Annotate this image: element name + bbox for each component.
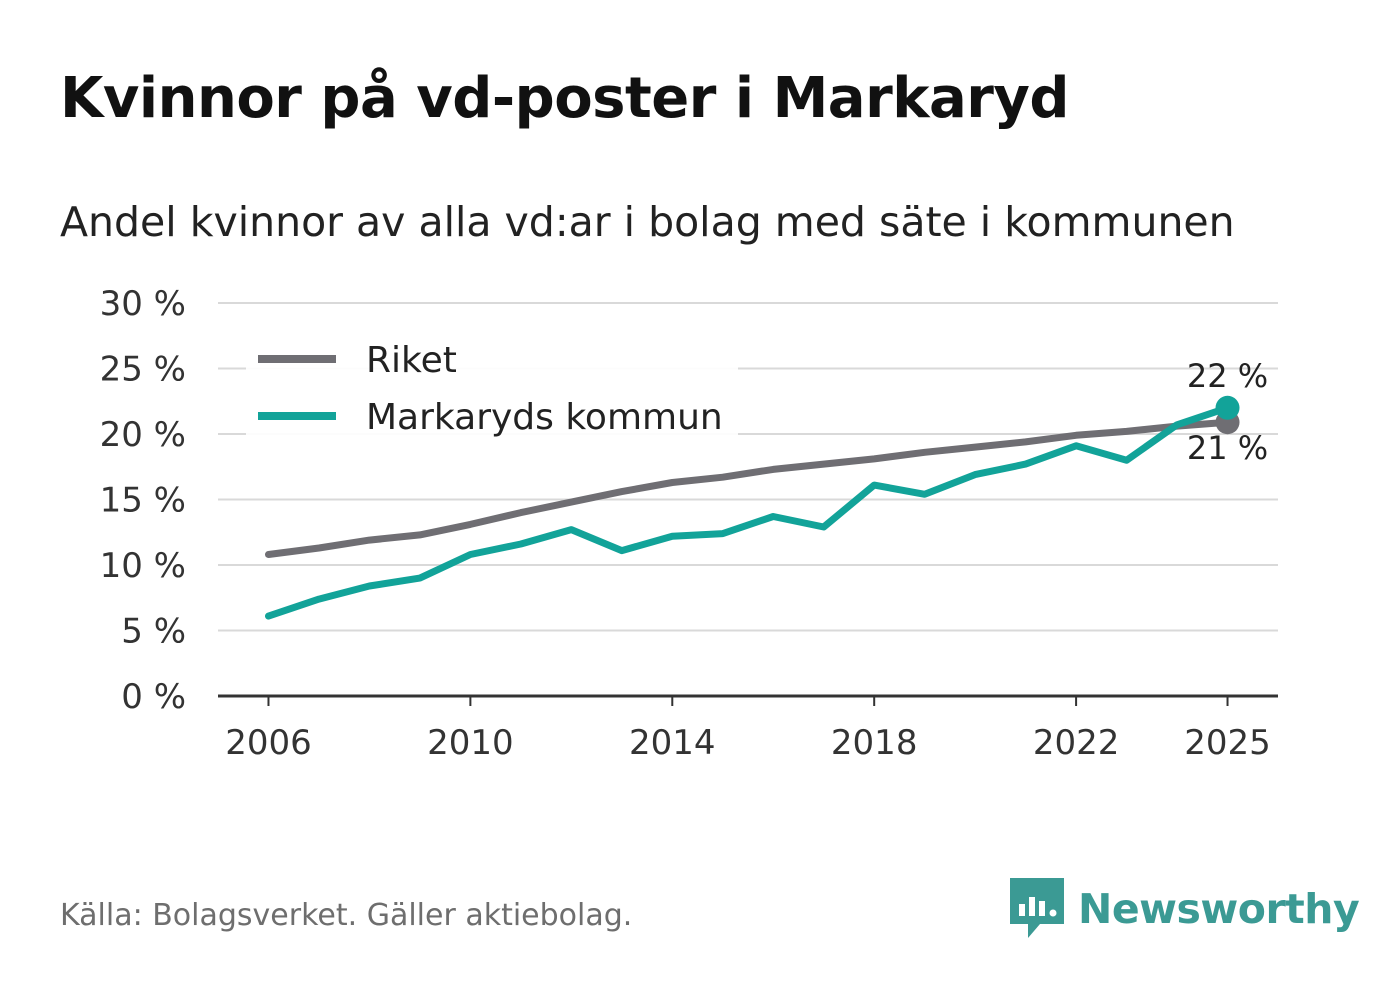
x-tick-label: 2006 <box>225 723 312 763</box>
x-tick-label: 2022 <box>1033 723 1120 763</box>
legend-label-1: Markaryds kommun <box>366 397 723 438</box>
end-markers: 21 % 22 % <box>1187 357 1268 467</box>
y-tick-label: 10 % <box>100 546 186 586</box>
y-tick-label: 15 % <box>100 481 186 521</box>
chart-subtitle: Andel kvinnor av alla vd:ar i bolag med … <box>60 198 1235 246</box>
chart-title: Kvinnor på vd-poster i Markaryd <box>60 66 1069 131</box>
y-tick-label: 20 % <box>100 415 186 455</box>
source-note: Källa: Bolagsverket. Gäller aktiebolag. <box>60 898 633 933</box>
end-value-label-1: 22 % <box>1187 357 1268 395</box>
y-tick-label: 0 % <box>121 677 186 717</box>
y-tick-label: 5 % <box>121 612 186 652</box>
x-tick-label: 2014 <box>629 723 716 763</box>
x-tick-label: 2010 <box>427 723 514 763</box>
series-line-1 <box>265 404 1231 620</box>
legend-label-0: Riket <box>366 340 457 381</box>
line-chart: 0 %5 %10 %15 %20 %25 %30 % 2006 2010 2014 2… <box>100 284 1278 763</box>
y-tick-label: 30 % <box>100 284 186 324</box>
series-lines <box>265 404 1231 620</box>
legend: Riket Markaryds kommun <box>246 332 738 440</box>
y-tick-label: 25 % <box>100 350 186 390</box>
end-marker-1 <box>1215 395 1240 420</box>
legend-background <box>246 332 738 440</box>
x-tick-label: 2025 <box>1184 723 1271 763</box>
x-axis-ticks: 2006 2010 2014 2018 2022 2025 <box>218 694 1278 763</box>
brand-logo: Newsworthy <box>1010 878 1360 940</box>
end-value-label-0: 21 % <box>1187 429 1268 467</box>
newsworthy-logo-icon <box>1010 878 1064 938</box>
series-line-0 <box>265 418 1231 558</box>
x-tick-label: 2018 <box>831 723 918 763</box>
brand-name: Newsworthy <box>1078 885 1360 933</box>
y-axis-ticks: 0 % 5 % 10 % 15 % 20 % 25 % 30 % <box>100 284 186 717</box>
